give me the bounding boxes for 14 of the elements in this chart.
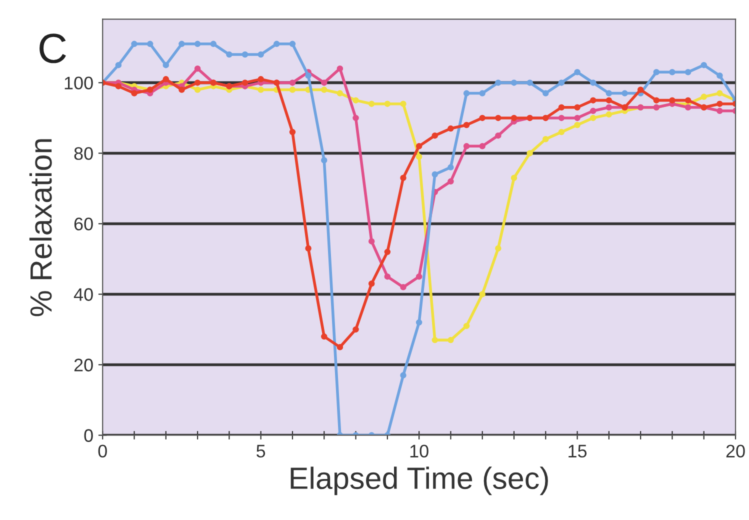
y-tick-label: 80: [74, 147, 93, 160]
y-tick-label: 0: [84, 429, 93, 442]
y-tick-label: 20: [74, 358, 93, 372]
x-tick-label: 0: [98, 444, 107, 458]
y-axis-title: % Relaxation: [29, 139, 52, 316]
x-tick-label: 5: [256, 444, 266, 458]
y-tick-label: 60: [74, 218, 93, 230]
x-tick-label: 15: [568, 444, 587, 458]
y-tick-label: 100: [64, 76, 93, 90]
x-axis-title: Elapsed Time (sec): [290, 466, 548, 496]
text: C: [40, 34, 66, 64]
y-tick-label: 40: [74, 288, 93, 301]
x-tick-label: 20: [726, 444, 745, 458]
x-tick-label: 10: [410, 444, 428, 458]
